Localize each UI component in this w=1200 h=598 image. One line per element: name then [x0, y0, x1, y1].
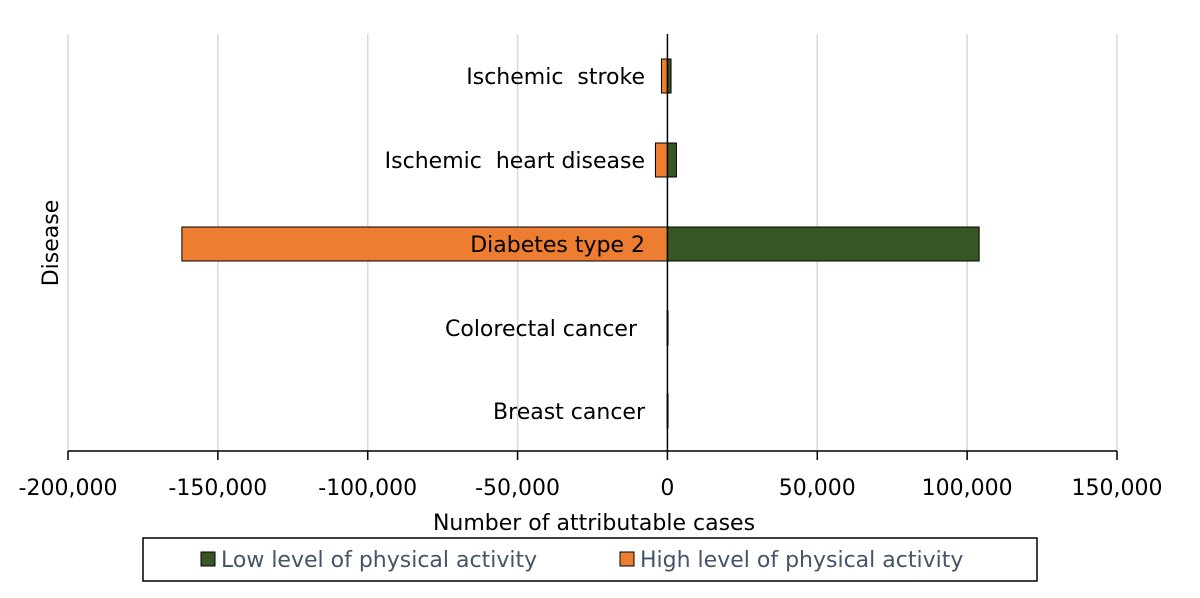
x-tick-label: 100,000	[922, 476, 1013, 501]
category-label: Ischemic stroke	[466, 65, 645, 90]
y-axis-title: Disease	[39, 200, 64, 287]
bar-high-activity	[660, 58, 668, 94]
legend-label-low-activity: Low level of physical activity	[221, 548, 537, 573]
legend-box	[142, 537, 1038, 582]
legend-label-high-activity: High level of physical activity	[640, 548, 963, 573]
bar-low-activity	[666, 142, 677, 178]
bar-low-activity	[666, 226, 980, 262]
category-label: Colorectal cancer	[445, 317, 638, 342]
x-tick-label: 50,000	[779, 476, 856, 501]
legend: Low level of physical activity High leve…	[142, 537, 1038, 582]
category-label: Diabetes type 2	[470, 233, 645, 258]
x-axis-title: Number of attributable cases	[433, 511, 755, 536]
x-tick-label: 150,000	[1072, 476, 1163, 501]
x-tick-label: -150,000	[168, 476, 267, 501]
category-labels: Ischemic stroke Ischemic heart disease Dia…	[385, 65, 646, 425]
category-label: Ischemic heart disease	[385, 149, 645, 174]
x-tick-label: -50,000	[475, 476, 560, 501]
x-tick-label: -100,000	[318, 476, 417, 501]
legend-swatch-low-activity	[200, 551, 216, 567]
bar-high-activity	[654, 142, 668, 178]
x-axis-ticks: -200,000 -150,000 -100,000 -50,000 0 50,000 10…	[19, 451, 1163, 501]
bar-high-activity	[181, 226, 668, 262]
x-tick-label: 0	[660, 476, 674, 501]
legend-swatch-high-activity	[619, 551, 635, 567]
x-tick-label: -200,000	[19, 476, 118, 501]
category-label: Breast cancer	[493, 400, 646, 425]
